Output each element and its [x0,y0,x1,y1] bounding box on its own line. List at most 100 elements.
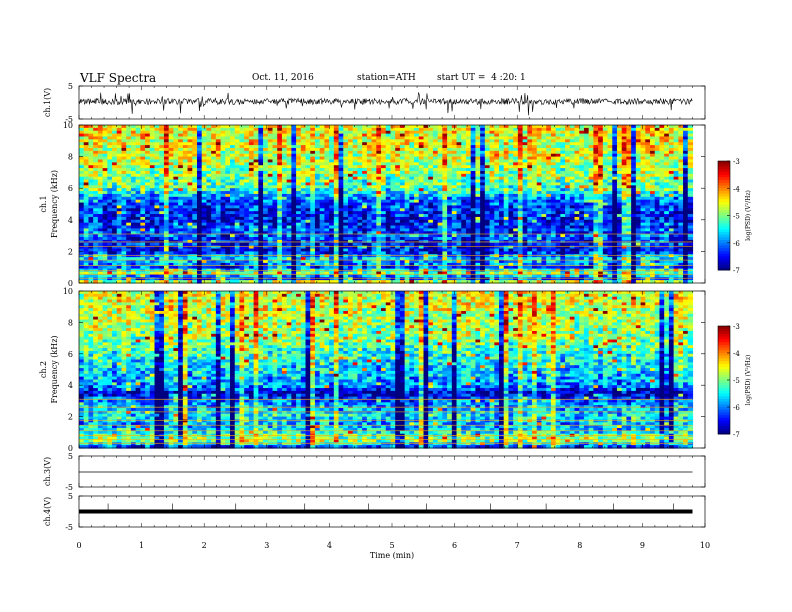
ch1-spectrogram-cell [305,162,311,166]
ch1-spectrogram-cell [159,170,165,175]
ch1-spectrogram-cell [579,139,585,143]
ch1-spectrogram-cell [432,159,439,163]
ch1-spectrogram-cell [286,142,292,146]
ch1-spectrogram-cell [192,162,198,166]
ch1-spectrogram-cell [88,173,94,178]
ch1-spectrogram-cell [163,162,170,166]
ch1-spectrogram-cell [390,130,396,135]
ch1-spectrogram-cell [626,133,632,138]
ch1-spectrogram-cell [494,133,500,138]
ch1-spectrogram-cell [130,150,137,155]
ch1-spectrogram-cell [253,176,259,181]
ch1-spectrogram-cell [503,168,510,172]
ch1-spectrogram-cell [678,156,684,161]
ch1-spectrogram-cell [612,133,618,138]
ch1-spectrogram-cell [508,139,514,143]
ch1-spectrogram-cell [484,142,491,146]
ch1-spectrogram-cell [121,130,127,135]
ch1-spectrogram-cell [347,136,354,140]
ch1-spectrogram-cell [244,145,250,149]
ch1-spectrogram-cell [116,147,123,152]
ch1-spectrogram-cell [343,176,349,181]
ch1-spectrogram-cell [267,142,274,146]
ch1-spectrogram-cell [607,136,613,140]
ch1-spectrogram-cell [267,147,274,152]
ch1-spectrogram-cell [447,127,453,132]
ch1-spectrogram-cell [149,173,156,178]
ch1-spectrogram-cell [428,162,434,166]
ch1-spectrogram-cell [362,173,368,178]
ch1-spectrogram-cell [626,136,632,140]
ch1-spectrogram-cell [102,130,108,135]
ch1-spectrogram-cell [140,136,146,140]
ch1-spectrogram-cell [244,173,250,178]
ch1-spectrogram-cell [201,142,208,146]
ch1-spectrogram-cell [319,142,325,146]
ch1-spectrogram-cell [654,125,661,129]
ch1-spectrogram-cell [442,130,448,135]
ch1-spectrogram-cell [499,147,505,152]
ch1-spectrogram-cell [145,176,151,181]
ch1-spectrogram-cell [140,145,146,149]
ch1-spectrogram-cell [664,150,670,155]
ch1-spectrogram-cell [225,145,231,149]
ch1-spectrogram-cell [664,139,670,143]
ch1-spectrogram-cell [310,127,316,132]
ch1-spectrogram-cell [668,176,675,181]
ch1-spectrogram-cell [683,136,689,140]
ch1-spectrogram-cell [451,176,458,181]
ch1-spectrogram-cell [678,176,684,181]
ch1-spectrogram-cell [352,147,359,152]
ch1-spectrogram-cell [499,168,505,172]
ch1-spectrogram-cell [645,130,651,135]
ch1-spectrogram-cell [517,153,524,158]
ch1-spectrogram-cell [650,173,656,178]
ch1-spectrogram-cell [626,170,632,175]
ch1-spectrogram-cell [583,150,590,155]
ch1-spectrogram-cell [258,150,264,155]
ch1-spectrogram-cell [362,168,368,172]
ch1-spectrogram-cell [126,147,132,152]
ch1-spectrogram-cell [145,156,151,161]
ch1-spectrogram-cell [135,142,141,146]
ch1-spectrogram-cell [583,142,590,146]
ch1-spectrogram-cell [499,165,505,169]
ch1-spectrogram-cell [428,125,434,129]
ch1-spectrogram-cell [267,165,274,169]
ch1-spectrogram-cell [357,147,363,152]
ch1-spectrogram-cell [267,125,274,129]
ch1-spectrogram-cell [565,168,571,172]
ch1-spectrogram-cell [263,176,269,181]
ch1-spectrogram-cell [499,142,505,146]
ch1-spectrogram-cell [93,162,99,166]
ch1-spectrogram-cell [178,142,184,146]
ch1-spectrogram-cell [121,173,127,178]
ch1-spectrogram-cell [230,165,236,169]
ch1-spectrogram-cell [310,125,316,129]
ch1-spectrogram-cell [574,133,580,138]
ch1-spectrogram-cell [286,145,292,149]
ch1-spectrogram-cell [409,127,415,132]
ch1-spectrogram-cell [423,125,429,129]
ch1-spectrogram-cell [97,159,104,163]
ch1-spectrogram-cell [163,136,170,140]
ch1-spectrogram-cell [343,170,349,175]
ch1-spectrogram-cell [508,159,514,163]
ch1-spectrogram-cell [598,150,604,155]
ch1-spectrogram-cell [593,165,599,169]
ch1-spectrogram-cell [555,127,561,132]
ch1-spectrogram-cell [112,150,118,155]
ch1-spectrogram-cell [536,130,543,135]
ch1-spectrogram-cell [635,168,642,172]
ch1-spectrogram-cell [163,176,170,181]
ch1-spectrogram-cell [650,125,656,129]
ch1-spectrogram-cell [225,136,231,140]
ch1-spectrogram-cell [201,168,208,172]
ch1-spectrogram-cell [253,130,259,135]
ch1-spectrogram-cell [654,162,661,166]
ch1-spectrogram-cell [664,145,670,149]
ch1-spectrogram-cell [291,170,297,175]
ch1-spectrogram-cell [211,168,217,172]
ch1-spectrogram-cell [366,176,373,181]
ch1-spectrogram-cell [97,156,104,161]
